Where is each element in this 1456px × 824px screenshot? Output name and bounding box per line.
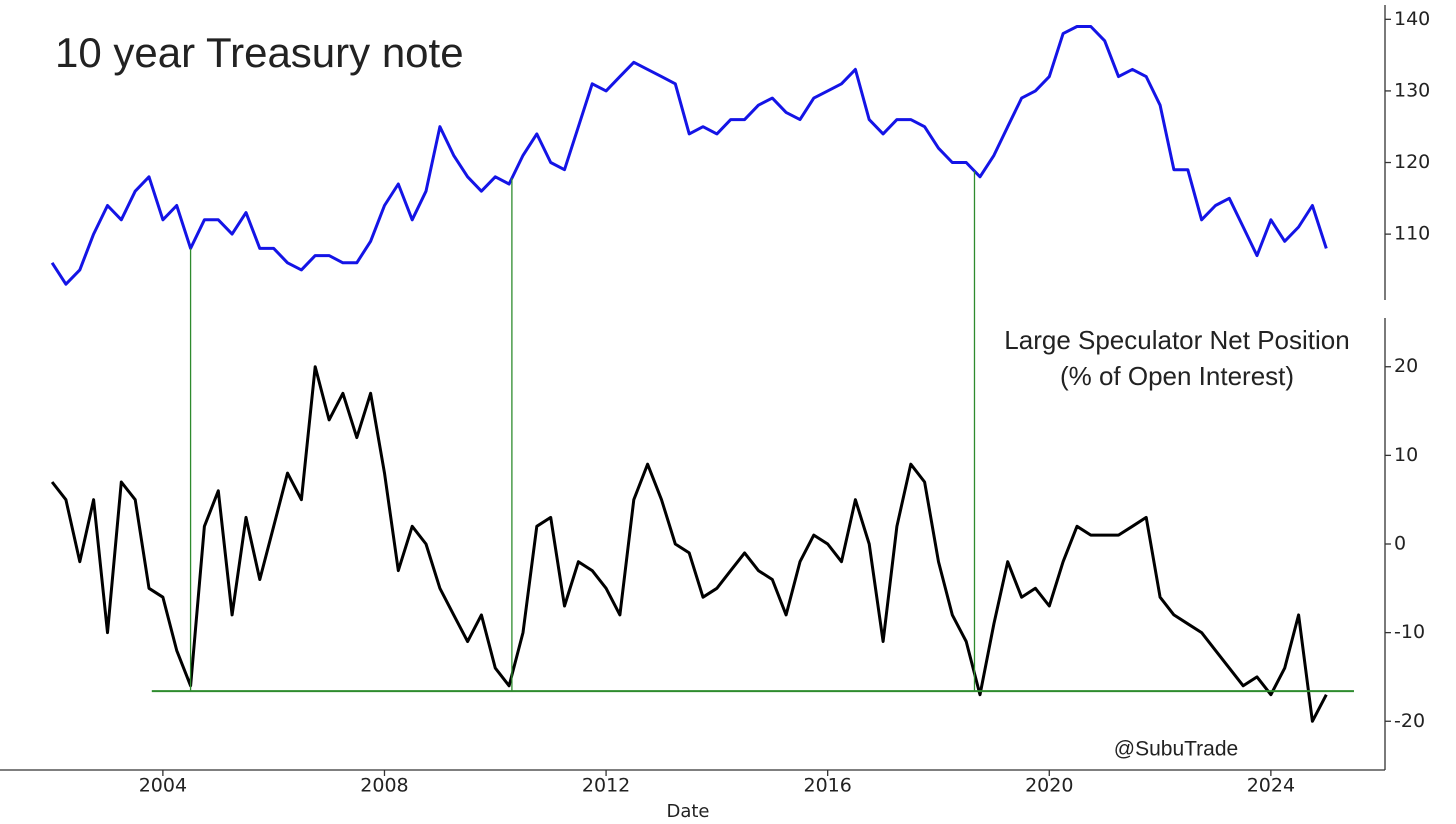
data-line xyxy=(50,365,1328,723)
y-tick-label: 20 xyxy=(1394,355,1418,377)
y-tick-label: -20 xyxy=(1394,710,1425,732)
y-tick-label: 140 xyxy=(1394,8,1430,30)
y-tick-label: 130 xyxy=(1394,79,1430,101)
watermark: @SubuTrade xyxy=(1114,738,1238,761)
x-tick-label: 2008 xyxy=(360,775,408,797)
y-tick-label: 120 xyxy=(1394,151,1430,173)
x-tick-label: 2016 xyxy=(803,775,851,797)
annotation: Large Speculator Net Position xyxy=(1004,325,1349,355)
y-tick-label: -10 xyxy=(1394,621,1425,643)
x-tick-label: 2024 xyxy=(1247,775,1295,797)
chart-title: 10 year Treasury note xyxy=(55,29,464,76)
y-tick-label: 0 xyxy=(1394,533,1406,555)
x-tick-label: 2004 xyxy=(139,775,187,797)
x-tick-label: 2020 xyxy=(1025,775,1073,797)
data-line xyxy=(50,25,1328,286)
y-tick-label: 10 xyxy=(1394,444,1418,466)
x-tick-label: 2012 xyxy=(582,775,630,797)
y-tick-label: 110 xyxy=(1394,223,1430,245)
annotation: (% of Open Interest) xyxy=(1060,361,1294,391)
x-axis-label: Date xyxy=(666,801,709,822)
